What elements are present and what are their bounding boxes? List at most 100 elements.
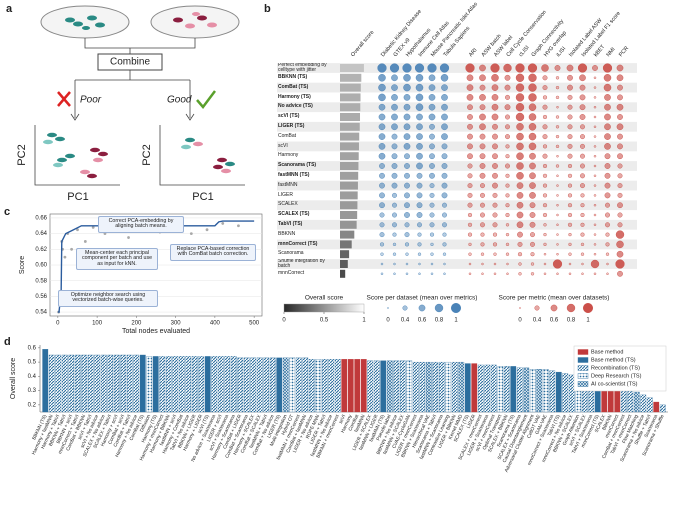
metric-dot [493,272,497,276]
metric-dot [577,63,588,73]
dataset-dot [418,262,421,266]
dataset-dot [404,192,410,199]
metric-dot [567,222,573,227]
metric-dot [579,114,586,120]
dataset-dot [378,133,386,140]
legend-tick-label: 1 [362,318,366,324]
bar [321,359,328,413]
metric-dot [602,63,613,73]
row-label: Scanorama (TS) [278,162,317,169]
metric-dot [567,124,573,130]
metric-dot [568,262,572,266]
bar [217,356,224,413]
metric-dot [467,222,473,227]
dataset-dot [443,272,446,276]
point [189,232,193,236]
legend-label: AI co-scientist (TS) [591,381,638,387]
row-label: Harmony (TS) [278,93,311,100]
dataset-dot [378,152,386,160]
metric-dot [529,192,536,199]
dataset-dot [441,182,448,189]
metric-dot [617,212,623,218]
row-stripe [277,180,637,191]
metric-dot [555,76,560,80]
dataset-dot [392,232,397,237]
dataset-dot [404,232,410,238]
metric-dot [527,63,538,73]
bar [74,354,81,413]
dataset-dot [378,123,386,131]
metric-dot [593,164,597,168]
metric-dot [580,153,585,159]
metric-dot [580,203,585,208]
row-stripe [277,259,637,269]
legend-dot [519,307,521,309]
metric-dot [516,201,524,209]
row-label-box: LIGER (TS) [278,123,304,129]
legend-tick-label: 0.5 [320,318,329,324]
row-label: mnnCorrect [278,270,305,277]
metric-dot [492,242,498,247]
metric-dot [567,134,573,140]
dataset-dot [393,262,396,266]
dataset-dot [416,123,423,131]
metric-dot [517,231,523,238]
metric-dot [479,123,486,131]
metric-dot [491,113,499,121]
metric-dot [581,272,584,276]
metric-dot [568,252,572,256]
metric-dot [593,125,597,129]
point [83,240,87,243]
dataset-dot [378,83,386,92]
poor-label: Poor [80,95,102,106]
annotation-box: Mean-center each principal component per… [76,248,158,271]
metric-dot [505,242,510,247]
metric-dot [528,132,537,141]
row-label: LIGER [278,191,294,198]
bar [120,354,127,413]
bar [237,357,244,413]
metric-dot [493,252,497,256]
legend-label: Base method (TS) [591,357,636,363]
legend-label: 0.6 [550,318,559,324]
metric-dot [579,94,586,101]
bar [412,361,419,413]
metric-dot [580,124,585,130]
dataset-dot [429,232,435,237]
dataset-dot [416,133,423,140]
dataset-dot [441,94,448,101]
bar [373,360,380,413]
bar [380,360,387,413]
bar [503,366,510,413]
bar [555,371,562,413]
row-label-box: Scanorama (TS) [278,162,317,169]
metric-dot [467,163,473,169]
dataset-dot [428,113,436,121]
dataset-dot [430,262,434,266]
bar [406,360,413,413]
annotation-box: Replace PCA-based correction with ComBat… [170,244,256,261]
metric-dot [542,203,548,208]
dataset-dot [379,202,385,209]
legend-label: 0 [386,318,390,324]
row-label: No advice (TS) [278,103,313,110]
bar [185,356,192,413]
metric-dot [506,272,509,276]
metric-dot [468,272,472,276]
bar [419,361,426,413]
dataset-dot [441,133,448,140]
metric-dot [505,223,510,227]
row-label-box: mnnCorrect (TS) [278,241,317,247]
dataset-dot [391,84,398,91]
metric-dot [505,124,510,130]
panel-label: b [264,3,271,15]
axis-label: PC1 [67,191,88,203]
metric-dot [617,84,623,91]
dataset-dot [416,202,423,209]
metric-dot [593,174,597,178]
metric-dot [479,94,486,101]
annotation: Mean-center each principal component per… [76,248,158,271]
row-label-box: Harmony (TS) [278,93,311,100]
axis-label: PC2 [16,144,28,165]
